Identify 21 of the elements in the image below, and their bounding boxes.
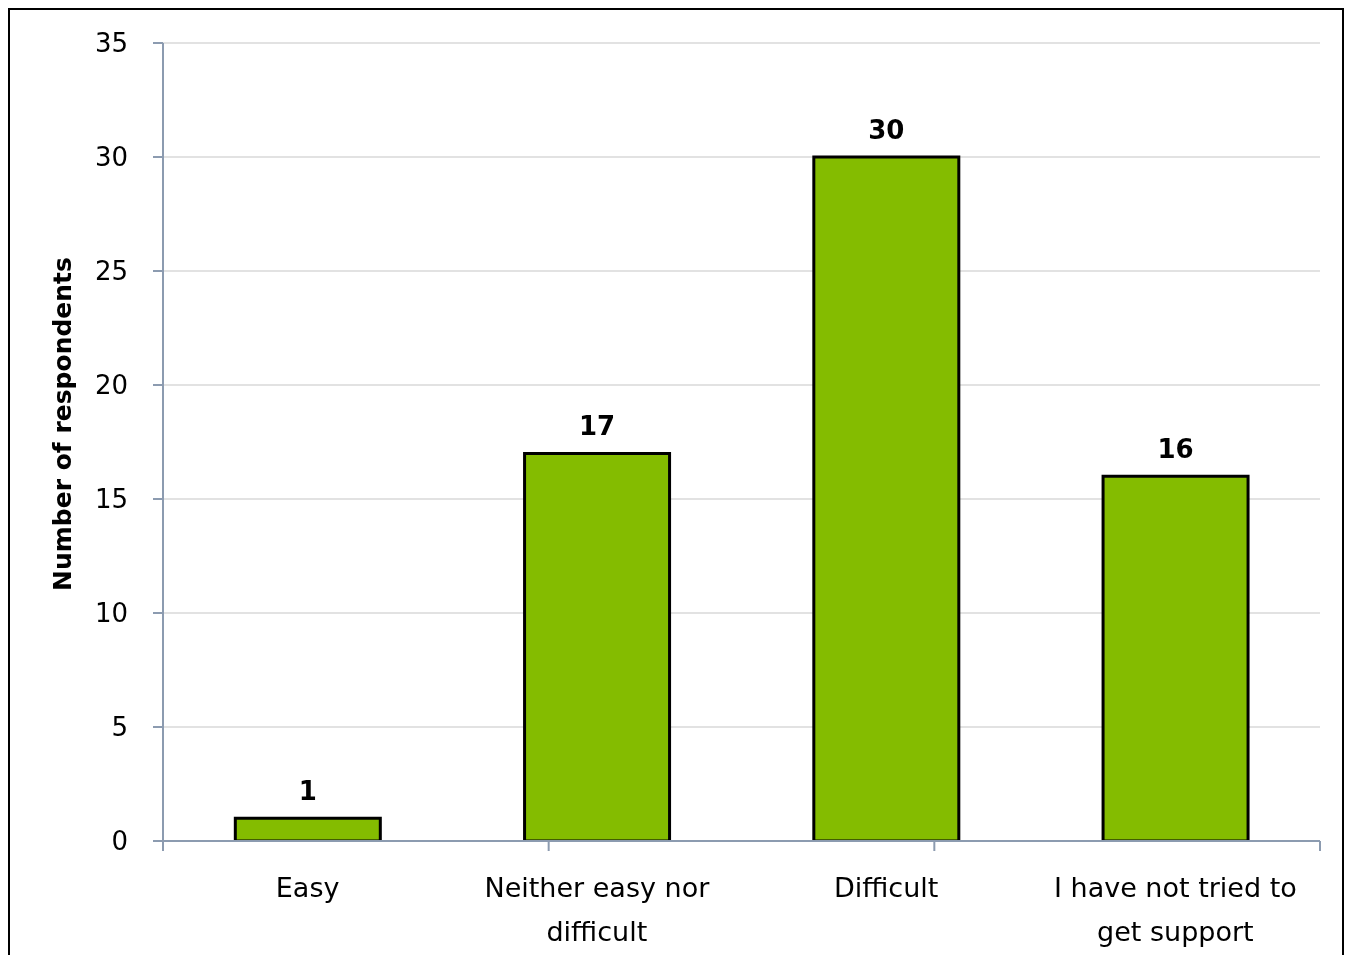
x-tick-label: Neither easy nor difficult — [484, 872, 711, 947]
y-axis-title: Number of respondents — [47, 257, 77, 591]
bar — [812, 155, 961, 841]
y-tick-label: 10 — [94, 598, 128, 629]
y-tick-label: 5 — [111, 712, 128, 743]
y-tick-label: 20 — [94, 370, 128, 401]
bar — [523, 451, 672, 841]
x-tick-label: Difficult — [833, 872, 939, 903]
bar — [1101, 474, 1250, 841]
x-tick-label: I have not tried to get support — [1053, 872, 1297, 947]
y-tick-label: 15 — [94, 484, 128, 515]
y-tick-label: 25 — [94, 256, 128, 287]
data-label: 16 — [1157, 434, 1194, 465]
data-label: 30 — [868, 115, 905, 145]
y-tick-label: 30 — [94, 142, 128, 173]
bar — [233, 816, 382, 841]
y-tick-label: 0 — [111, 826, 128, 857]
y-tick-label: 35 — [94, 28, 128, 59]
data-label: 1 — [298, 776, 317, 807]
x-tick-label: Easy — [275, 872, 340, 903]
data-label: 17 — [578, 411, 616, 442]
